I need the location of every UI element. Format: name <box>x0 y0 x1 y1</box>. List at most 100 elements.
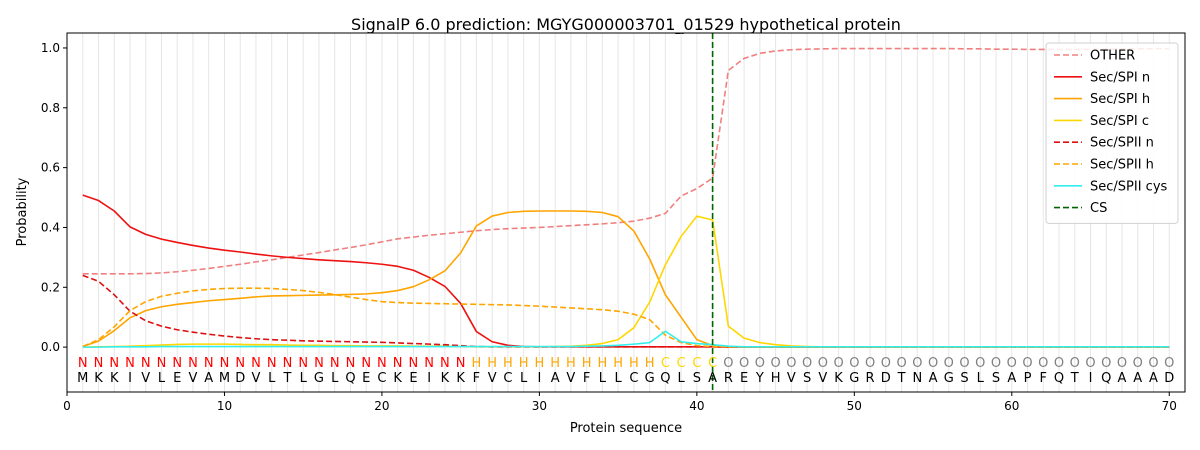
sequence-residue: M <box>219 371 230 386</box>
sequence-residue: H <box>771 371 781 386</box>
region-label: O <box>1101 356 1111 371</box>
y-axis-label: Probability <box>15 177 30 246</box>
sequence-residue: R <box>724 371 733 386</box>
sequence-residue: T <box>897 371 906 386</box>
region-label: O <box>802 356 812 371</box>
region-label: N <box>298 356 308 371</box>
legend-label: CS <box>1090 201 1107 216</box>
region-label: N <box>141 356 151 371</box>
region-label: N <box>157 356 167 371</box>
legend-label: Sec/SPI n <box>1090 70 1150 85</box>
sequence-residue: S <box>992 371 1000 386</box>
sequence-residue: Q <box>660 371 670 386</box>
sequence-residue: G <box>944 371 954 386</box>
sequence-residue: L <box>599 371 607 386</box>
region-label: N <box>220 356 230 371</box>
region-label: O <box>1070 356 1080 371</box>
sequence-residue: D <box>1164 371 1174 386</box>
sequence-residue: V <box>566 371 575 386</box>
region-label: H <box>519 356 529 371</box>
series-line-6 <box>82 330 1170 348</box>
sequence-residue: L <box>520 371 528 386</box>
sequence-residue: M <box>77 371 88 386</box>
sequence-residue: K <box>94 371 103 386</box>
sequence-residue: A <box>1149 371 1158 386</box>
sequence-residue: F <box>1040 371 1047 386</box>
region-label: O <box>1148 356 1158 371</box>
sequence-residue: A <box>1007 371 1016 386</box>
sequence-residue: F <box>473 371 480 386</box>
region-label: N <box>314 356 324 371</box>
region-label: O <box>786 356 796 371</box>
x-tick-label: 50 <box>847 399 862 413</box>
sequence-residue: G <box>645 371 655 386</box>
sequence-residue: L <box>977 371 985 386</box>
sequence-residue: A <box>708 371 717 386</box>
region-label: O <box>912 356 922 371</box>
region-label: O <box>896 356 906 371</box>
sequence-residue: C <box>629 371 638 386</box>
region-label: C <box>677 356 686 371</box>
sequence-residue: E <box>409 371 417 386</box>
x-tick-label: 30 <box>532 399 547 413</box>
sequence-residue: V <box>488 371 497 386</box>
region-label: N <box>440 356 450 371</box>
sequence-residue: R <box>866 371 875 386</box>
x-tick-label: 70 <box>1162 399 1177 413</box>
region-label: O <box>1038 356 1048 371</box>
region-label: H <box>487 356 497 371</box>
sequence-residue: L <box>677 371 685 386</box>
region-label: C <box>708 356 717 371</box>
y-tick-label: 1.0 <box>41 41 60 55</box>
sequence-residue: I <box>128 371 132 386</box>
sequence-residue: E <box>362 371 370 386</box>
region-label: O <box>1164 356 1174 371</box>
sequence-residue: I <box>1089 371 1093 386</box>
x-tick-label: 0 <box>63 399 71 413</box>
sequence-residue: I <box>427 371 431 386</box>
region-label: N <box>109 356 119 371</box>
region-label: N <box>409 356 419 371</box>
legend-label: Sec/SPII h <box>1090 158 1154 173</box>
x-axis-label: Protein sequence <box>570 421 682 436</box>
region-label: N <box>267 356 277 371</box>
region-label: O <box>1133 356 1143 371</box>
x-tick-label: 40 <box>689 399 704 413</box>
region-label: O <box>1117 356 1127 371</box>
axis-layer: 0 10 20 30 40 50 60 70 0.0 0.2 0.4 0.6 0.8 1.0 <box>41 41 1177 413</box>
region-label: O <box>849 356 859 371</box>
region-label: N <box>424 356 434 371</box>
sequence-residue: G <box>314 371 324 386</box>
legend-label: Sec/SPI h <box>1090 92 1150 107</box>
region-label: N <box>251 356 261 371</box>
region-label: O <box>1022 356 1032 371</box>
sequence-residue: V <box>818 371 827 386</box>
region-label: H <box>645 356 655 371</box>
region-label: O <box>881 356 891 371</box>
region-label: H <box>535 356 545 371</box>
region-label: O <box>739 356 749 371</box>
region-label: N <box>125 356 135 371</box>
sequence-residue: C <box>503 371 512 386</box>
legend-box <box>1045 42 1179 224</box>
x-tick-label: 10 <box>217 399 232 413</box>
region-label: O <box>818 356 828 371</box>
sequence-residue: K <box>834 371 843 386</box>
region-label: H <box>550 356 560 371</box>
plot-frame <box>66 32 1186 393</box>
series-line-0 <box>82 47 1170 275</box>
x-tick-label: 20 <box>374 399 389 413</box>
sequence-residue: D <box>235 371 245 386</box>
sequence-residue: T <box>1070 371 1079 386</box>
region-label: N <box>235 356 245 371</box>
y-tick-label: 0.0 <box>41 340 60 354</box>
region-label: N <box>172 356 182 371</box>
sequence-residue: L <box>331 371 339 386</box>
region-label: N <box>393 356 403 371</box>
legend-label: Sec/SPII n <box>1090 136 1154 151</box>
sequence-residue: A <box>1118 371 1127 386</box>
region-label: C <box>661 356 670 371</box>
region-label: N <box>78 356 88 371</box>
legend-label: Sec/SPII cys <box>1090 179 1168 194</box>
region-label: O <box>723 356 733 371</box>
